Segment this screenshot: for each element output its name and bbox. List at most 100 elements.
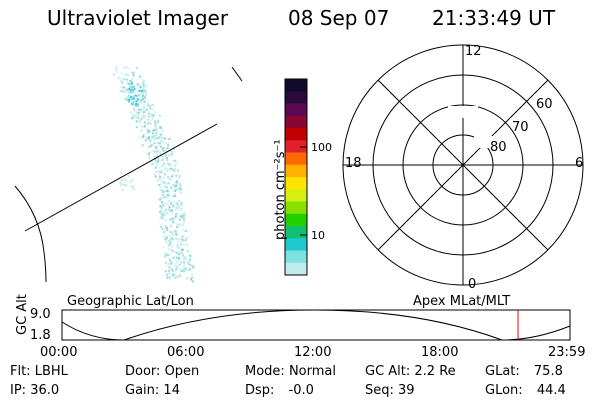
aurora-pixel bbox=[135, 90, 138, 93]
aurora-pixel bbox=[183, 255, 185, 258]
aurora-pixel bbox=[130, 117, 133, 120]
aurora-pixel bbox=[166, 161, 169, 164]
aurora-pixel bbox=[154, 161, 157, 164]
aurora-pixel bbox=[148, 122, 151, 124]
aurora-pixel bbox=[176, 243, 179, 246]
aurora-pixel bbox=[119, 182, 122, 185]
aurora-pixel bbox=[158, 142, 161, 145]
aurora-pixel bbox=[168, 206, 171, 209]
aurora-pixel bbox=[138, 88, 141, 91]
aurora-pixel bbox=[172, 184, 175, 187]
aurora-pixel bbox=[176, 226, 179, 229]
time-tick-0600: 06:00 bbox=[167, 345, 205, 360]
aurora-pixel bbox=[180, 215, 183, 218]
aurora-pixel bbox=[148, 141, 151, 144]
aurora-pixel bbox=[177, 233, 180, 236]
aurora-pixel bbox=[176, 200, 179, 203]
aurora-pixel bbox=[120, 86, 123, 88]
aurora-pixel bbox=[179, 213, 182, 216]
colorbar-stripe bbox=[285, 226, 307, 239]
aurora-pixel bbox=[121, 183, 124, 186]
aurora-pixel bbox=[151, 136, 154, 139]
aurora-pixel bbox=[122, 90, 125, 93]
aurora-pixel bbox=[168, 229, 171, 232]
aurora-pixel bbox=[172, 257, 175, 260]
aurora-pixel bbox=[142, 113, 145, 116]
aurora-pixel bbox=[153, 142, 156, 145]
aurora-pixel bbox=[180, 260, 183, 263]
aurora-pixel bbox=[154, 123, 157, 126]
aurora-pixel bbox=[169, 278, 171, 281]
aurora-pixel bbox=[139, 75, 142, 78]
aurora-pixel bbox=[181, 269, 184, 272]
aurora-pixel bbox=[191, 280, 194, 283]
aurora-pixel bbox=[170, 167, 173, 170]
aurora-pixel bbox=[133, 104, 136, 107]
aurora-pixel bbox=[112, 73, 115, 76]
aurora-pixel bbox=[135, 97, 138, 100]
aurora-pixel bbox=[148, 145, 151, 148]
aurora-pixel bbox=[161, 217, 164, 220]
aurora-pixel bbox=[177, 187, 180, 190]
aurora-pixel bbox=[136, 83, 139, 86]
aurora-pixel bbox=[148, 111, 151, 113]
observation-date: 08 Sep 07 bbox=[288, 6, 390, 30]
aurora-pixel bbox=[160, 183, 163, 186]
aurora-pixel bbox=[168, 272, 171, 275]
aurora-pixel bbox=[147, 114, 150, 116]
aurora-pixel bbox=[177, 189, 180, 192]
aurora-pixel bbox=[161, 155, 164, 158]
aurora-pixel bbox=[171, 213, 173, 216]
aurora-pixel bbox=[162, 246, 165, 249]
aurora-pixel bbox=[124, 180, 127, 182]
aurora-pixel bbox=[166, 229, 168, 232]
aurora-pixel bbox=[176, 275, 179, 278]
aurora-pixel bbox=[135, 67, 138, 70]
aurora-pixel bbox=[178, 246, 181, 249]
aurora-pixel bbox=[151, 150, 154, 153]
aurora-pixel bbox=[126, 78, 129, 81]
aurora-pixel bbox=[159, 169, 162, 172]
aurora-pixel bbox=[174, 167, 177, 170]
aurora-pixel bbox=[182, 221, 185, 224]
aurora-pixel bbox=[183, 266, 186, 269]
aurora-pixel bbox=[163, 147, 165, 150]
aurora-pixel bbox=[190, 278, 193, 281]
aurora-pixel bbox=[148, 112, 151, 115]
aurora-pixel bbox=[120, 79, 123, 82]
aurora-pixel bbox=[172, 150, 175, 153]
aurora-pixel bbox=[183, 263, 186, 266]
aurora-pixel bbox=[178, 176, 181, 179]
aurora-pixel bbox=[179, 184, 182, 187]
aurora-pixel bbox=[142, 116, 144, 119]
aurora-pixel bbox=[165, 142, 168, 145]
aurora-pixel bbox=[156, 123, 158, 126]
altitude-axis-title: GC Alt bbox=[15, 294, 30, 335]
aurora-pixel bbox=[159, 151, 162, 154]
aurora-pixel bbox=[154, 146, 157, 149]
aurora-pixel bbox=[170, 262, 173, 264]
aurora-pixel bbox=[169, 178, 172, 181]
aurora-pixel bbox=[186, 268, 189, 271]
aurora-pixel bbox=[177, 206, 180, 209]
aurora-pixel bbox=[165, 227, 168, 229]
aurora-pixel bbox=[159, 226, 162, 228]
aurora-pixel bbox=[135, 120, 138, 123]
aurora-pixel bbox=[161, 148, 164, 151]
aurora-pixel bbox=[179, 241, 182, 244]
aurora-pixel bbox=[183, 257, 186, 259]
aurora-pixel bbox=[130, 87, 133, 90]
aurora-pixel bbox=[163, 196, 166, 199]
aurora-pixel bbox=[165, 264, 168, 267]
aurora-pixel bbox=[128, 91, 131, 94]
aurora-pixel bbox=[168, 266, 170, 269]
aurora-pixel bbox=[183, 240, 186, 243]
aurora-pixel bbox=[142, 86, 145, 89]
aurora-pixel bbox=[132, 188, 135, 191]
observation-time: 21:33:49 UT bbox=[432, 6, 556, 30]
aurora-pixel bbox=[185, 243, 188, 246]
aurora-pixel bbox=[172, 173, 175, 176]
aurora-pixel bbox=[151, 129, 154, 132]
aurora-pixel bbox=[170, 201, 173, 203]
aurora-pixel bbox=[154, 138, 157, 141]
